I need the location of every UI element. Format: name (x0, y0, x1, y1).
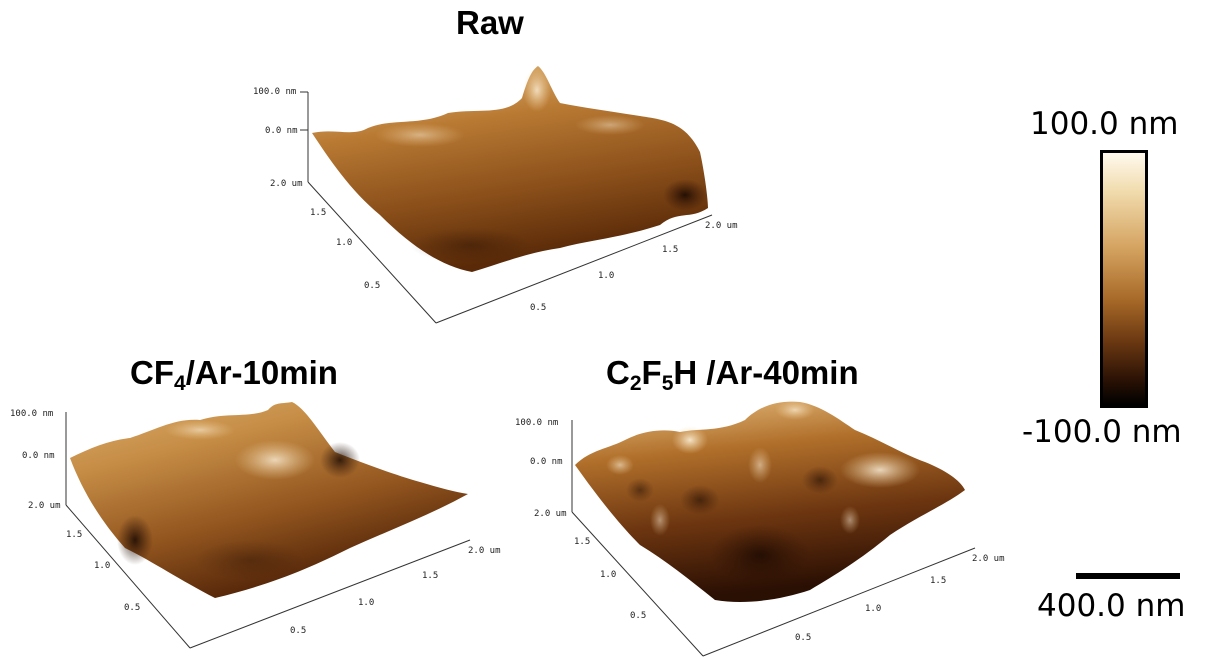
tick: 1.0 (865, 604, 881, 614)
tick: 2.0 um (270, 179, 303, 189)
panel-title-raw: Raw (456, 4, 524, 41)
tick: 1.0 (358, 598, 374, 608)
afm-3d-cf4: 100.0 nm 0.0 nm 2.0 um 1.5 1.0 0.5 0.5 1… (10, 402, 501, 649)
tick: 1.5 (422, 571, 438, 581)
z-label-top: 100.0 nm (253, 87, 296, 97)
tick: 1.0 (600, 570, 616, 580)
tick: 2.0 um (28, 501, 61, 511)
tick: 1.5 (66, 530, 82, 540)
tick: 0.5 (124, 603, 140, 613)
tick: 1.5 (310, 208, 326, 218)
afm-3d-c2f5h: 100.0 nm 0.0 nm 2.0 um 1.5 1.0 0.5 0.5 1… (515, 400, 1005, 657)
panel-title-c2f5h: C2F5H /Ar-40min (606, 354, 859, 395)
scale-bar (1076, 573, 1180, 579)
tick: 0.5 (530, 303, 546, 313)
colorbar-min-label: -100.0 nm (1022, 414, 1182, 450)
tick: 0.5 (795, 633, 811, 643)
tick: 0.5 (290, 626, 306, 636)
z-label-top: 100.0 nm (10, 409, 53, 419)
scale-bar-label: 400.0 nm (1037, 588, 1186, 624)
tick: 2.0 um (705, 221, 738, 231)
tick: 1.0 (94, 561, 110, 571)
tick: 1.0 (336, 238, 352, 248)
tick: 0.5 (630, 611, 646, 621)
tick: 2.0 um (468, 546, 501, 556)
z-label-top: 100.0 nm (515, 418, 558, 428)
colorbar-max-label: 100.0 nm (1030, 106, 1179, 142)
tick: 2.0 um (534, 509, 567, 519)
height-colorbar (1100, 150, 1148, 408)
tick: 1.5 (930, 576, 946, 586)
tick: 1.5 (662, 245, 678, 255)
tick: 2.0 um (972, 554, 1005, 564)
z-label-mid: 0.0 nm (265, 126, 298, 136)
tick: 0.5 (364, 281, 380, 291)
afm-3d-raw: 100.0 nm 0.0 nm 2.0 um 1.5 1.0 0.5 0.5 1… (253, 66, 738, 324)
z-label-mid: 0.0 nm (530, 457, 563, 467)
panel-title-cf4: CF4/Ar-10min (130, 354, 338, 395)
tick: 1.0 (598, 271, 614, 281)
tick: 1.5 (574, 537, 590, 547)
z-label-mid: 0.0 nm (22, 451, 55, 461)
